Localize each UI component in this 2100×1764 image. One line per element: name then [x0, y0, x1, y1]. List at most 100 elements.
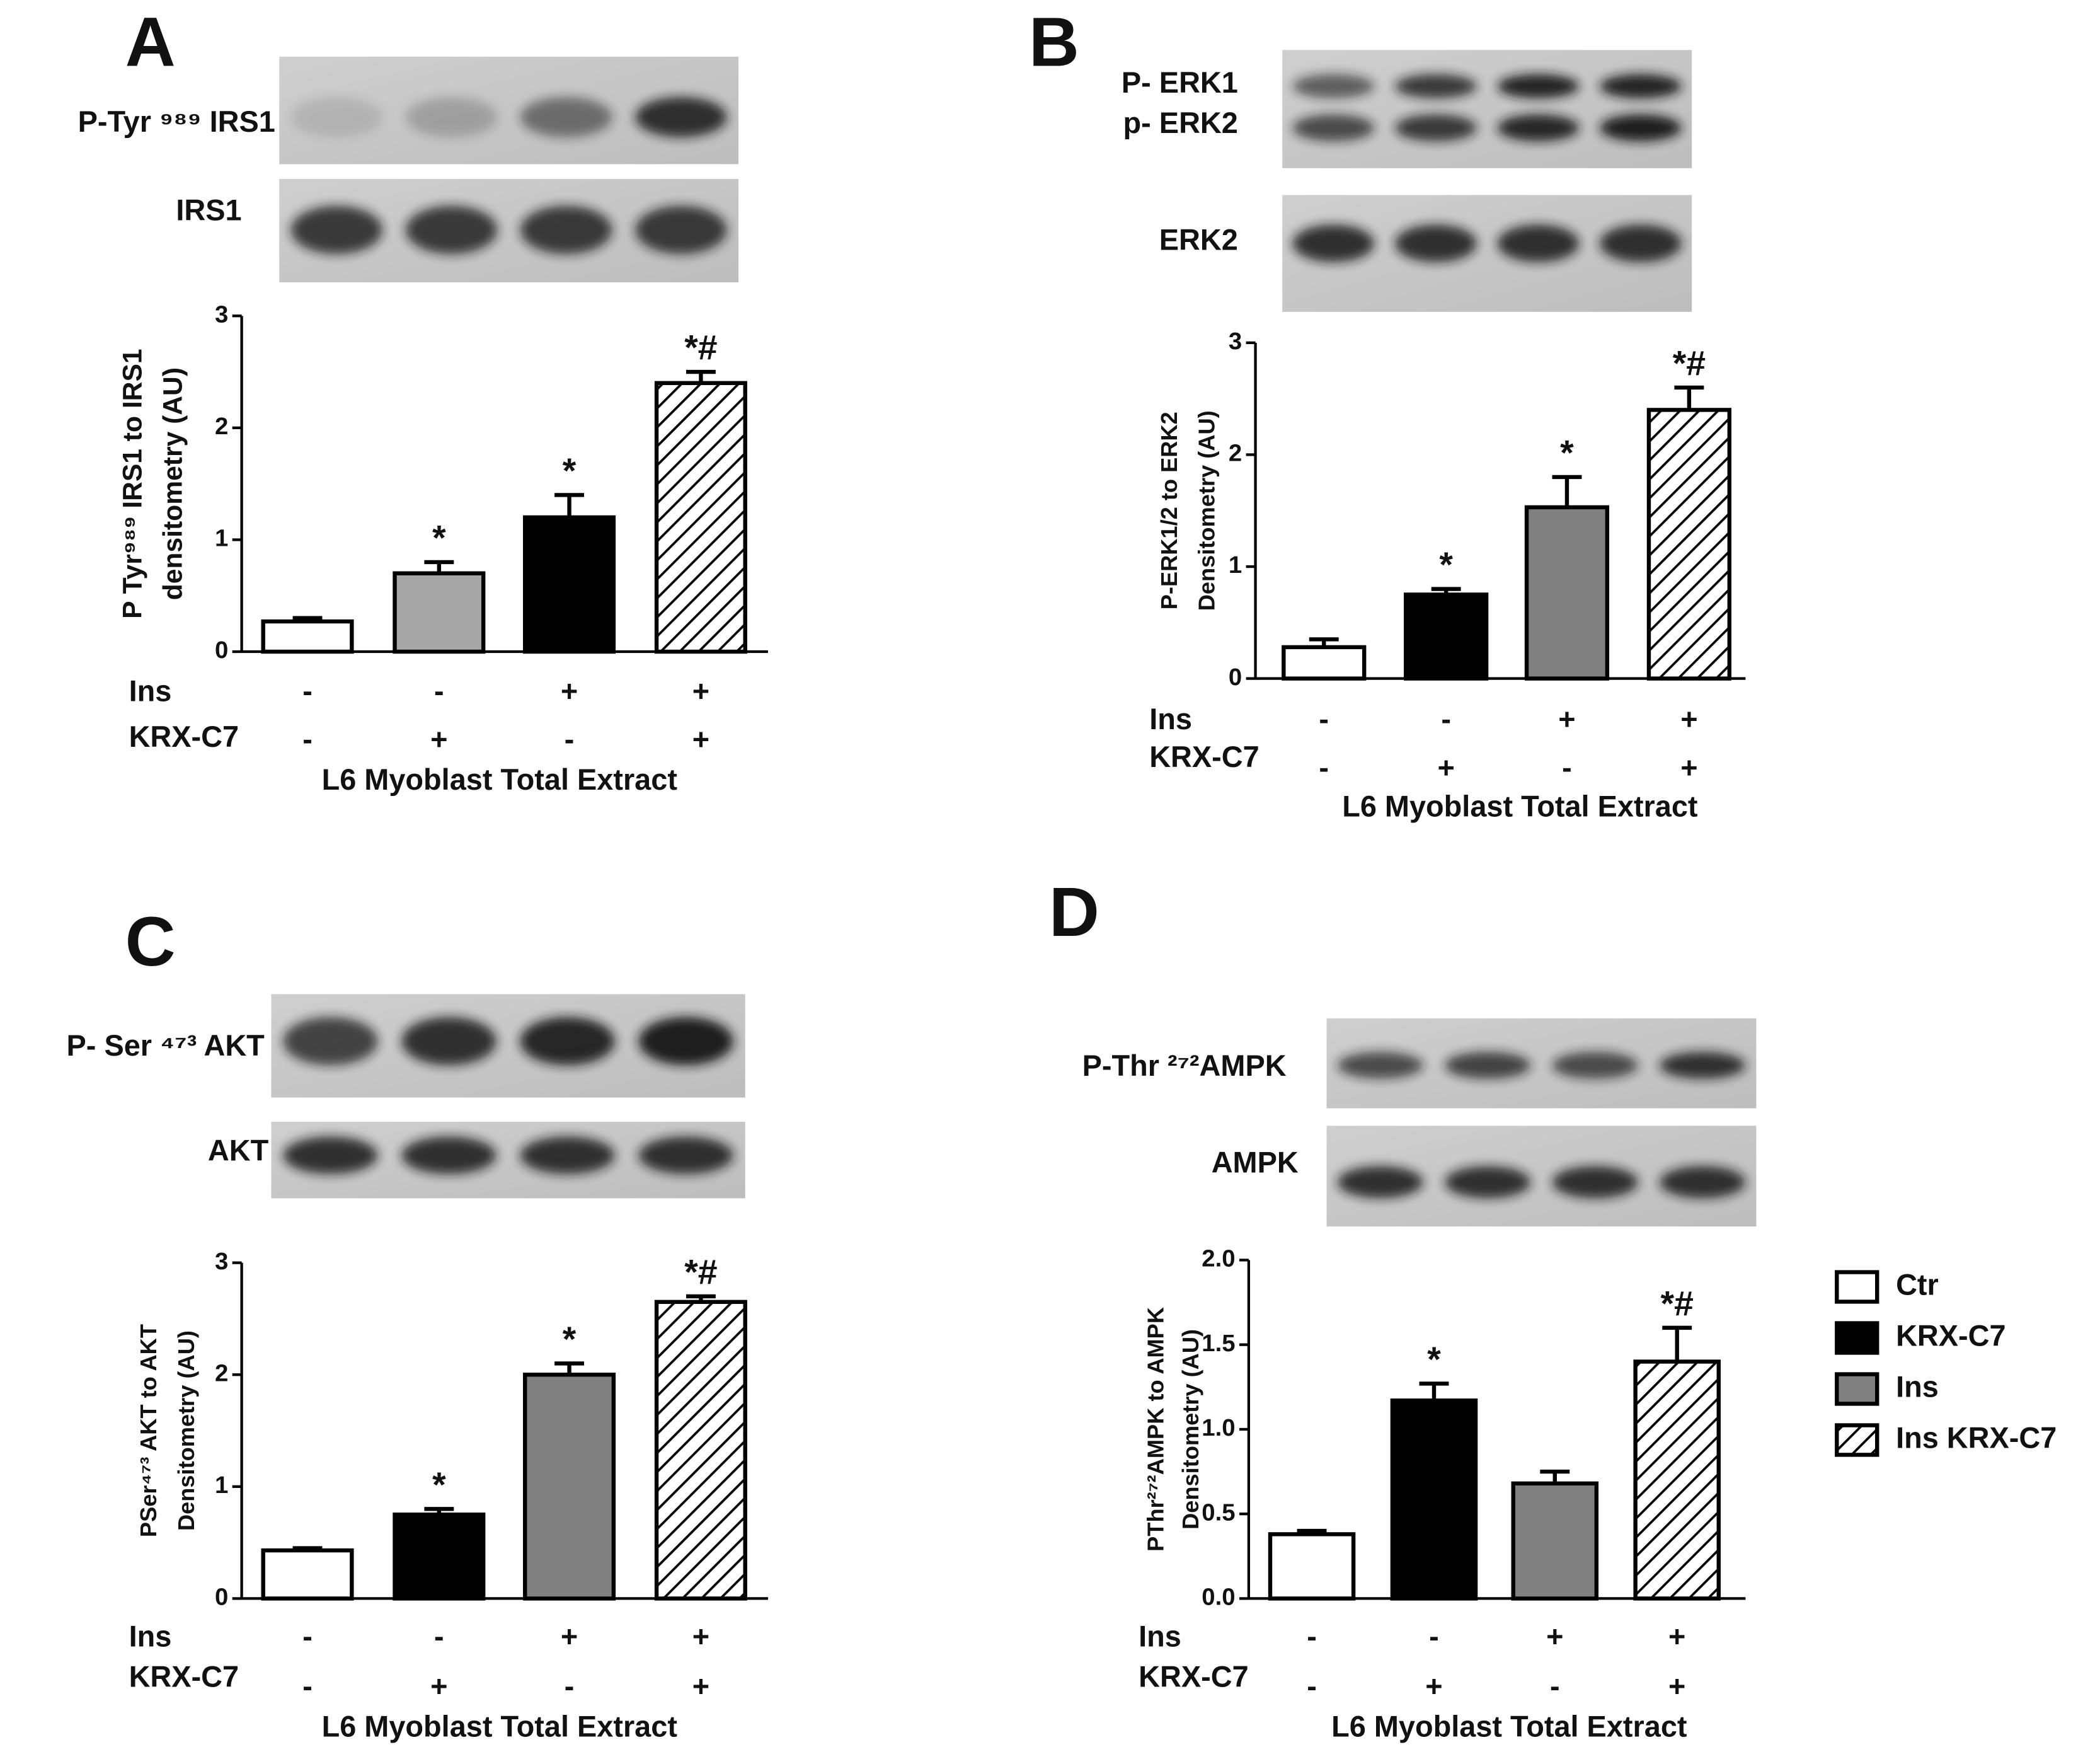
blot-band: [405, 205, 498, 255]
y-axis-label: Densitometry (AU): [173, 1330, 199, 1531]
condition-sign: -: [1319, 703, 1329, 735]
y-tick-label: 0: [215, 1584, 228, 1611]
significance-label: *: [1427, 1340, 1441, 1379]
panel-label: C: [125, 903, 176, 981]
blot-band: [1497, 114, 1580, 142]
blot-band: [1552, 1052, 1638, 1079]
bar: [1404, 592, 1489, 681]
significance-label: *: [1439, 545, 1453, 584]
blot-band: [1660, 1166, 1746, 1199]
bar: [1511, 1481, 1599, 1601]
y-tick-label: 0: [215, 637, 228, 664]
bar: [1268, 1532, 1356, 1601]
bar: [1633, 1359, 1721, 1601]
blot-label: P- Ser ⁴⁷³ AKT: [67, 1029, 265, 1062]
condition-sign: -: [302, 1670, 313, 1703]
significance-label: *: [1560, 434, 1574, 473]
blot-band: [1552, 1166, 1638, 1199]
condition-sign: -: [1307, 1670, 1317, 1703]
condition-sign: -: [1319, 751, 1329, 784]
condition-label: Ins: [1149, 703, 1192, 735]
condition-sign: -: [1550, 1670, 1560, 1703]
y-tick-label: 0.5: [1202, 1499, 1235, 1526]
condition-sign: +: [430, 1670, 447, 1703]
significance-label: *#: [1661, 1284, 1694, 1323]
blot-band: [290, 96, 383, 137]
blot-band: [1660, 1052, 1746, 1079]
panel-label: A: [125, 3, 176, 81]
blot-band: [638, 1017, 733, 1066]
condition-sign: -: [1429, 1620, 1439, 1653]
legend-label: Ins KRX-C7: [1896, 1421, 2057, 1454]
blot-band: [405, 96, 498, 137]
x-axis-label: L6 Myoblast Total Extract: [1331, 1710, 1687, 1743]
condition-label: KRX-C7: [1149, 741, 1259, 773]
blot-band: [638, 1136, 733, 1175]
y-axis-label: P-ERK1/2 to ERK2: [1156, 412, 1182, 609]
significance-label: *: [563, 451, 577, 490]
y-axis-label: densitometry (AU): [158, 367, 188, 600]
blot-band: [520, 96, 612, 137]
y-tick-label: 2: [1229, 440, 1242, 467]
legend-swatch: [1835, 1372, 1879, 1406]
bar: [261, 619, 354, 654]
blot-band: [1337, 1166, 1423, 1199]
blot-band: [1292, 114, 1375, 142]
condition-sign: -: [1441, 703, 1451, 735]
blot-band: [1445, 1166, 1531, 1199]
y-tick-label: 3: [1229, 328, 1242, 355]
blot-label: p- ERK2: [1123, 107, 1238, 139]
panel-label: D: [1049, 873, 1099, 951]
y-tick-label: 1: [215, 1472, 228, 1499]
y-tick-label: 2: [215, 1359, 228, 1386]
blot-band: [1394, 114, 1477, 142]
blot-band: [283, 1136, 378, 1175]
condition-sign: +: [561, 674, 578, 707]
condition-sign: +: [1668, 1670, 1685, 1703]
y-tick-label: 3: [215, 301, 228, 328]
y-tick-label: 1: [1229, 551, 1242, 579]
condition-sign: +: [1546, 1620, 1563, 1653]
significance-label: *: [432, 518, 446, 557]
blot-label: P-Thr ²⁷²AMPK: [1082, 1049, 1287, 1082]
y-tick-label: 3: [215, 1248, 228, 1275]
legend-swatch: [1835, 1321, 1879, 1355]
blot-band: [520, 205, 612, 255]
bar: [1524, 505, 1610, 681]
condition-sign: +: [692, 674, 709, 707]
bar: [393, 1513, 486, 1601]
significance-label: *#: [684, 328, 717, 367]
condition-label: KRX-C7: [129, 1661, 239, 1693]
condition-sign: +: [430, 723, 447, 756]
x-axis-label: L6 Myoblast Total Extract: [1342, 790, 1698, 823]
condition-label: KRX-C7: [1139, 1661, 1249, 1693]
blot-band: [635, 96, 727, 137]
condition-sign: -: [1307, 1620, 1317, 1653]
blot-band: [283, 1017, 378, 1066]
bar: [393, 571, 486, 654]
condition-sign: -: [565, 723, 575, 756]
y-axis-label: PSer⁴⁷³ AKT to AKT: [135, 1324, 161, 1537]
bar: [1646, 408, 1732, 681]
condition-sign: +: [561, 1620, 578, 1653]
condition-sign: +: [1425, 1670, 1442, 1703]
y-tick-label: 1: [215, 525, 228, 552]
condition-label: Ins: [1139, 1620, 1181, 1653]
condition-label: Ins: [129, 1620, 172, 1653]
blot-label: AMPK: [1212, 1146, 1299, 1179]
blot-band: [520, 1136, 615, 1175]
blot-band: [1445, 1052, 1531, 1079]
legend-label: Ins: [1896, 1370, 1939, 1403]
blot-band: [1599, 74, 1682, 99]
x-axis-label: L6 Myoblast Total Extract: [322, 763, 678, 796]
blot-band: [635, 205, 727, 255]
condition-sign: +: [692, 1670, 709, 1703]
condition-sign: -: [302, 674, 313, 707]
legend-swatch: [1835, 1270, 1879, 1304]
blot-band: [401, 1136, 496, 1175]
significance-label: *: [432, 1465, 446, 1504]
y-tick-label: 2.0: [1202, 1245, 1235, 1272]
condition-sign: +: [1558, 703, 1575, 735]
blot-band: [1599, 224, 1682, 263]
